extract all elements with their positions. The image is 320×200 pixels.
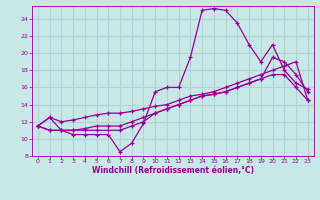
- X-axis label: Windchill (Refroidissement éolien,°C): Windchill (Refroidissement éolien,°C): [92, 166, 254, 175]
